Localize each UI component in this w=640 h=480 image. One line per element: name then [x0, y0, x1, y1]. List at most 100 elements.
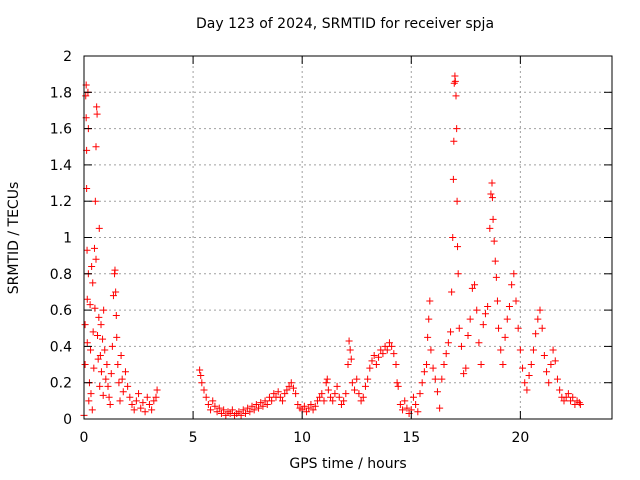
y-tick-label: 2 [63, 49, 72, 65]
data-point [255, 404, 263, 412]
data-point [97, 368, 105, 376]
data-point [261, 397, 269, 405]
data-point [99, 335, 107, 343]
data-point [361, 382, 369, 390]
data-point [499, 361, 507, 369]
data-point [112, 288, 120, 296]
data-point [279, 397, 287, 405]
data-point [92, 255, 100, 263]
data-point [355, 390, 363, 398]
data-point [493, 297, 501, 305]
data-point [344, 361, 352, 369]
data-point [420, 368, 428, 376]
data-point [409, 393, 417, 401]
data-point [294, 400, 302, 408]
data-point [547, 361, 555, 369]
data-point [505, 302, 513, 310]
data-points [80, 72, 584, 419]
x-tick-label: 15 [402, 430, 420, 446]
data-point [448, 288, 456, 296]
data-point [213, 408, 221, 416]
data-point [90, 244, 98, 252]
data-point [379, 350, 387, 358]
data-point [489, 215, 497, 223]
data-point [427, 346, 435, 354]
data-point [268, 397, 276, 405]
data-point [292, 390, 300, 398]
data-point [152, 393, 160, 401]
data-point [501, 333, 509, 341]
data-point [431, 375, 439, 383]
data-point [150, 397, 158, 405]
data-point [106, 400, 114, 408]
ticks: 00.20.40.60.811.21.41.61.820 5 10 15 20 [50, 49, 612, 446]
data-point [139, 399, 147, 407]
data-point [96, 382, 104, 390]
data-point [87, 390, 95, 398]
data-point [564, 390, 572, 398]
data-point [444, 339, 452, 347]
data-point [401, 397, 409, 405]
y-tick-label: 0 [63, 412, 72, 428]
data-point [385, 339, 393, 347]
data-point [108, 342, 116, 350]
data-point [101, 346, 109, 354]
data-point [576, 400, 584, 408]
data-point [540, 351, 548, 359]
data-point [89, 328, 97, 336]
data-point [197, 371, 205, 379]
data-point [115, 379, 123, 387]
data-point [560, 397, 568, 405]
data-point [128, 400, 136, 408]
data-point [393, 379, 401, 387]
data-point [438, 375, 446, 383]
data-point [313, 397, 321, 405]
data-point [450, 137, 458, 145]
data-point [104, 382, 112, 390]
data-point [93, 103, 101, 111]
data-point [453, 125, 461, 133]
data-point [93, 110, 101, 118]
data-point [337, 400, 345, 408]
data-point [270, 390, 278, 398]
data-point [433, 388, 441, 396]
data-point [94, 355, 102, 363]
data-point [372, 361, 380, 369]
data-point [490, 237, 498, 245]
data-point [488, 194, 496, 202]
data-point [287, 379, 295, 387]
data-point [300, 402, 308, 410]
data-point [81, 321, 89, 329]
data-point [81, 361, 89, 369]
data-point [112, 312, 120, 320]
data-point [484, 302, 492, 310]
data-point [345, 337, 353, 345]
data-point [388, 342, 396, 350]
data-point [503, 315, 511, 323]
data-point [475, 339, 483, 347]
data-point [91, 304, 99, 312]
data-point [359, 393, 367, 401]
data-point [455, 324, 463, 332]
data-point [320, 397, 328, 405]
data-point [479, 321, 487, 329]
data-point [381, 342, 389, 350]
data-point [97, 321, 105, 329]
data-point [87, 346, 95, 354]
data-point [220, 406, 228, 414]
data-point [532, 330, 540, 338]
data-point [442, 350, 450, 358]
data-point [114, 361, 122, 369]
data-point [263, 400, 271, 408]
data-point [342, 390, 350, 398]
data-point [538, 324, 546, 332]
data-point [392, 361, 400, 369]
data-point [324, 386, 332, 394]
data-point [377, 346, 385, 354]
data-point [426, 297, 434, 305]
data-point [543, 368, 551, 376]
y-tick-label: 0.6 [50, 303, 72, 319]
y-tick-label: 1.6 [50, 122, 72, 138]
grid [84, 56, 612, 419]
y-axis-label: SRMTID / TECUs [6, 181, 22, 295]
